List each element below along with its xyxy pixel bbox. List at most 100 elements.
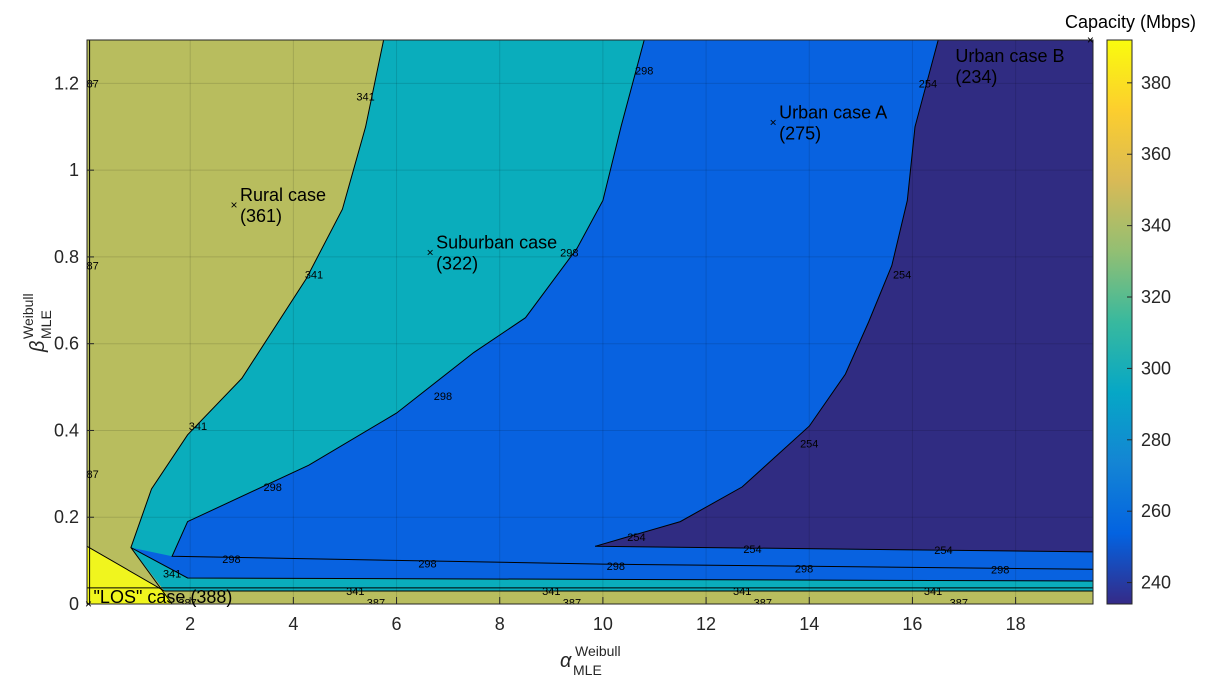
case-value: (234): [955, 67, 997, 87]
region-above-387: [87, 546, 173, 604]
contour-line-298: [130, 547, 1093, 582]
case-label: Suburban case: [436, 233, 557, 253]
contour-label: 341: [356, 91, 374, 103]
contour-label: 254: [893, 269, 911, 281]
colorbar-tick-label: 380: [1141, 73, 1171, 93]
plot-frame: [86, 39, 1094, 605]
y-axis-symbol: β: [27, 341, 49, 353]
x-tick-label: 2: [185, 614, 195, 634]
y-tick-label: 0: [69, 594, 79, 614]
contour-label: 387: [754, 598, 772, 610]
x-tick-label: 18: [1006, 614, 1026, 634]
contour-label: 298: [991, 564, 1009, 576]
y-axis-subscript: MLE: [38, 310, 54, 339]
contour-label: 298: [264, 482, 282, 494]
contour-line-254: [595, 545, 1093, 553]
contour-label: 254: [934, 545, 952, 557]
contour-label: 254: [800, 438, 818, 450]
x-tick-label: 10: [593, 614, 613, 634]
contour-line-341: [130, 40, 385, 604]
contour-label: 298: [434, 391, 452, 403]
x-tick-label: 6: [392, 614, 402, 634]
region-298-341: [130, 40, 1093, 604]
contour-label: 254: [627, 532, 645, 544]
contour-label: 341: [346, 586, 364, 598]
y-tick-label: 0.8: [54, 247, 79, 267]
region-298-341-strip: [130, 547, 1093, 591]
contour-line-254: [595, 40, 939, 547]
colorbar-ticks: 240 260 280 300 320 340 360 380: [1127, 73, 1171, 593]
x-axis-superscript: Weibull: [575, 643, 621, 659]
x-tick-label: 4: [288, 614, 298, 634]
contour-label: 387: [950, 598, 968, 610]
y-tick-label: 0.4: [54, 420, 79, 440]
contour-label: 341: [305, 269, 323, 281]
colorbar-tick-label: 320: [1141, 287, 1171, 307]
contour-label: 387: [80, 261, 98, 273]
case-marker: ×: [427, 246, 434, 260]
contour-label: 341: [189, 421, 207, 433]
contour-label: 341: [542, 586, 560, 598]
case-label: Urban case A: [779, 102, 887, 122]
y-axis-ticks: 0 0.2 0.4 0.6 0.8 1 1.2: [54, 73, 94, 614]
case-markers: × Rural case(361)×Suburban case(322)× Urba…: [85, 33, 1094, 611]
case-value: (361): [240, 206, 282, 226]
colorbar-label: Capacity (Mbps): [1065, 12, 1196, 32]
colorbar-tick-label: 280: [1141, 430, 1171, 450]
contour-label: 341: [163, 569, 181, 581]
contour-label: 298: [560, 248, 578, 260]
grid-lines: [87, 40, 1093, 604]
colorbar-tick-label: 240: [1141, 573, 1171, 593]
case-label: Rural case: [240, 185, 326, 205]
case-marker: ×: [85, 597, 92, 611]
region-below-254: [595, 40, 1093, 552]
y-tick-label: 0.6: [54, 334, 79, 354]
case-marker: ×: [231, 198, 238, 212]
contour-label: 387: [367, 598, 385, 610]
colorbar-tick-label: 360: [1141, 144, 1171, 164]
y-tick-label: 1: [69, 160, 79, 180]
x-tick-label: 14: [799, 614, 819, 634]
x-axis-label: α Weibull MLE: [560, 643, 621, 678]
case-label: Urban case B: [955, 46, 1064, 66]
colorbar-gradient: [1106, 39, 1133, 605]
contour-label: 298: [795, 563, 813, 575]
y-tick-label: 0.2: [54, 507, 79, 527]
contour-label: 254: [743, 544, 761, 556]
contour-line-341: [87, 545, 1093, 592]
contour-line-298: [171, 40, 1093, 570]
contour-label: 387: [178, 598, 196, 610]
colorbar-tick-label: 340: [1141, 216, 1171, 236]
contour-label: 298: [635, 65, 653, 77]
x-axis-symbol: α: [560, 650, 572, 672]
x-tick-label: 8: [495, 614, 505, 634]
x-axis-subscript: MLE: [573, 662, 602, 678]
contour-label: 298: [418, 559, 436, 571]
contour-label: 387: [80, 78, 98, 90]
y-tick-label: 1.2: [54, 73, 79, 93]
contour-label: 298: [607, 561, 625, 573]
x-tick-label: 12: [696, 614, 716, 634]
y-axis-superscript: Weibull: [20, 293, 36, 339]
case-marker: ×: [770, 115, 777, 129]
case-label: "LOS" case (388): [94, 587, 233, 607]
case-value: (322): [436, 254, 478, 274]
x-tick-label: 16: [902, 614, 922, 634]
x-axis-ticks: 2 4 6 8 10 12 14 16 18: [185, 597, 1026, 634]
colorbar-tick-label: 260: [1141, 501, 1171, 521]
colorbar: 240 260 280 300 320 340 360 380 Capacity (Mbps): [1065, 12, 1196, 605]
contour-label: 298: [222, 554, 240, 566]
region-254-298: [172, 40, 1093, 570]
contour-label: 341: [733, 586, 751, 598]
contour-label: 254: [919, 78, 937, 90]
y-axis-label: β Weibull MLE: [20, 293, 54, 353]
contour-label: 387: [563, 598, 581, 610]
contour-label: 387: [80, 469, 98, 481]
case-value: (275): [779, 123, 821, 143]
colorbar-tick-label: 300: [1141, 358, 1171, 378]
contour-label: 341: [924, 586, 942, 598]
case-marker: ×: [1087, 33, 1094, 47]
